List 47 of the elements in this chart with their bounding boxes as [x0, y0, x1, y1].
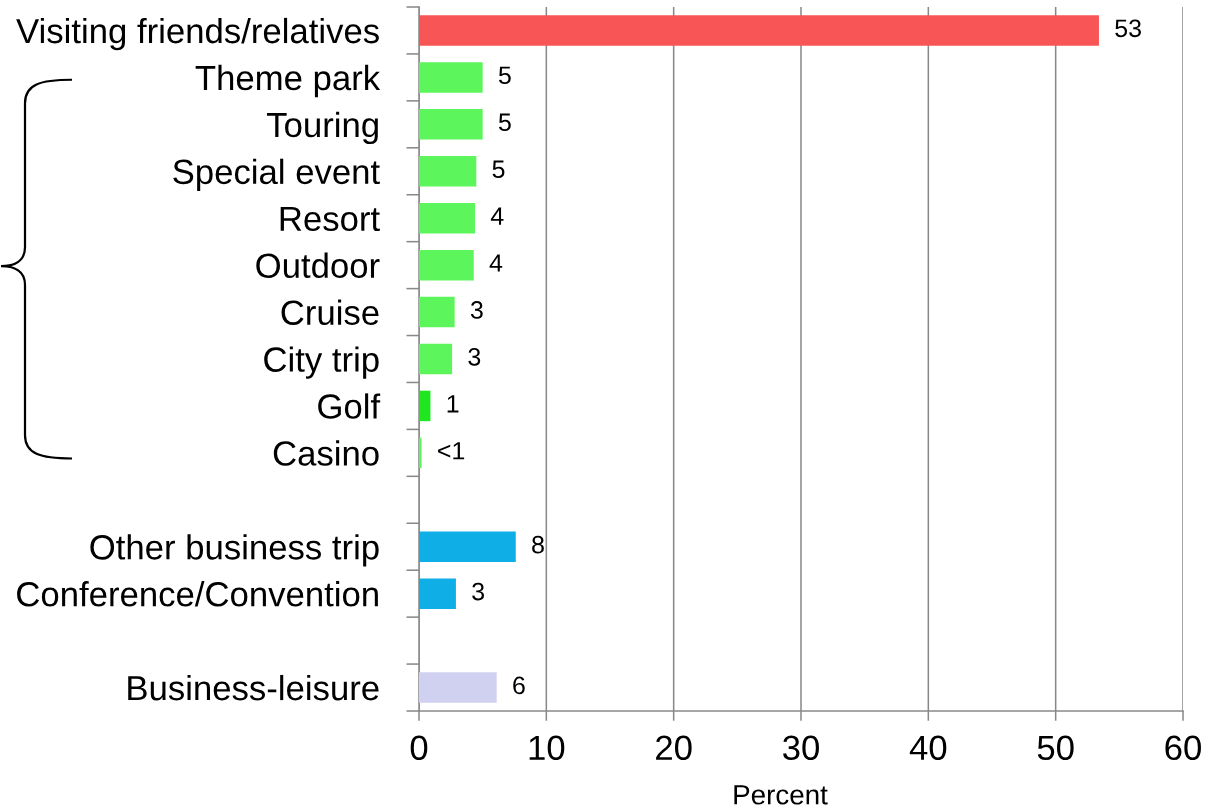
data-label: 5 — [498, 66, 511, 85]
data-label: <1 — [438, 442, 465, 460]
y-tick-label: Theme park — [195, 64, 381, 98]
x-tick-label: 30 — [783, 735, 819, 761]
bar — [419, 249, 474, 281]
data-label: 8 — [532, 535, 544, 554]
y-tick-label: Touring — [267, 111, 378, 145]
x-tick-label: 50 — [1037, 735, 1074, 761]
x-tick-label: 0 — [410, 735, 428, 761]
y-tick-label: Visiting friends/relatives — [16, 17, 379, 51]
y-tick-label: Business-leisure — [128, 674, 379, 701]
y-tick-label: Resort — [280, 206, 380, 232]
y-tick-label: Golf — [318, 393, 381, 419]
y-tick-label: Outdoor — [256, 252, 380, 279]
bar — [419, 672, 497, 703]
data-label: 5 — [492, 160, 505, 178]
data-label: 1 — [447, 395, 459, 413]
x-axis-title: Percent — [734, 785, 828, 805]
bar — [419, 578, 456, 609]
x-tick-label: 10 — [529, 735, 565, 761]
x-tick-label: 60 — [1165, 735, 1201, 761]
data-label: 5 — [498, 113, 511, 132]
data-label: 53 — [1115, 19, 1141, 38]
bar — [419, 156, 477, 187]
bar — [419, 296, 455, 328]
bar — [419, 15, 1099, 46]
y-tick-label: City trip — [264, 346, 379, 379]
x-tick-label: 20 — [656, 735, 692, 761]
bar — [419, 62, 483, 93]
y-tick-label: Other business trip — [90, 534, 379, 567]
y-tick-label: Casino — [273, 440, 379, 466]
y-tick-label: Conference/Convention — [17, 581, 378, 607]
data-label: 4 — [490, 207, 504, 225]
bar — [419, 390, 431, 422]
data-label: 6 — [513, 676, 525, 695]
data-label: 3 — [470, 301, 483, 319]
y-tick-label: Special event — [173, 158, 380, 192]
data-label: 3 — [468, 348, 481, 366]
bar — [419, 437, 422, 469]
y-tick-label: Cruise — [281, 299, 379, 325]
data-label: 4 — [489, 254, 503, 272]
bar — [419, 202, 476, 234]
bar — [419, 343, 453, 375]
data-label: 3 — [472, 582, 485, 601]
x-tick-label: 40 — [909, 735, 947, 761]
bar — [419, 531, 516, 562]
bar — [419, 109, 483, 140]
